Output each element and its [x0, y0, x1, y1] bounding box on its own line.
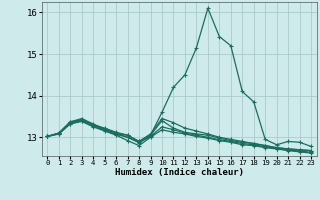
X-axis label: Humidex (Indice chaleur): Humidex (Indice chaleur): [115, 168, 244, 177]
